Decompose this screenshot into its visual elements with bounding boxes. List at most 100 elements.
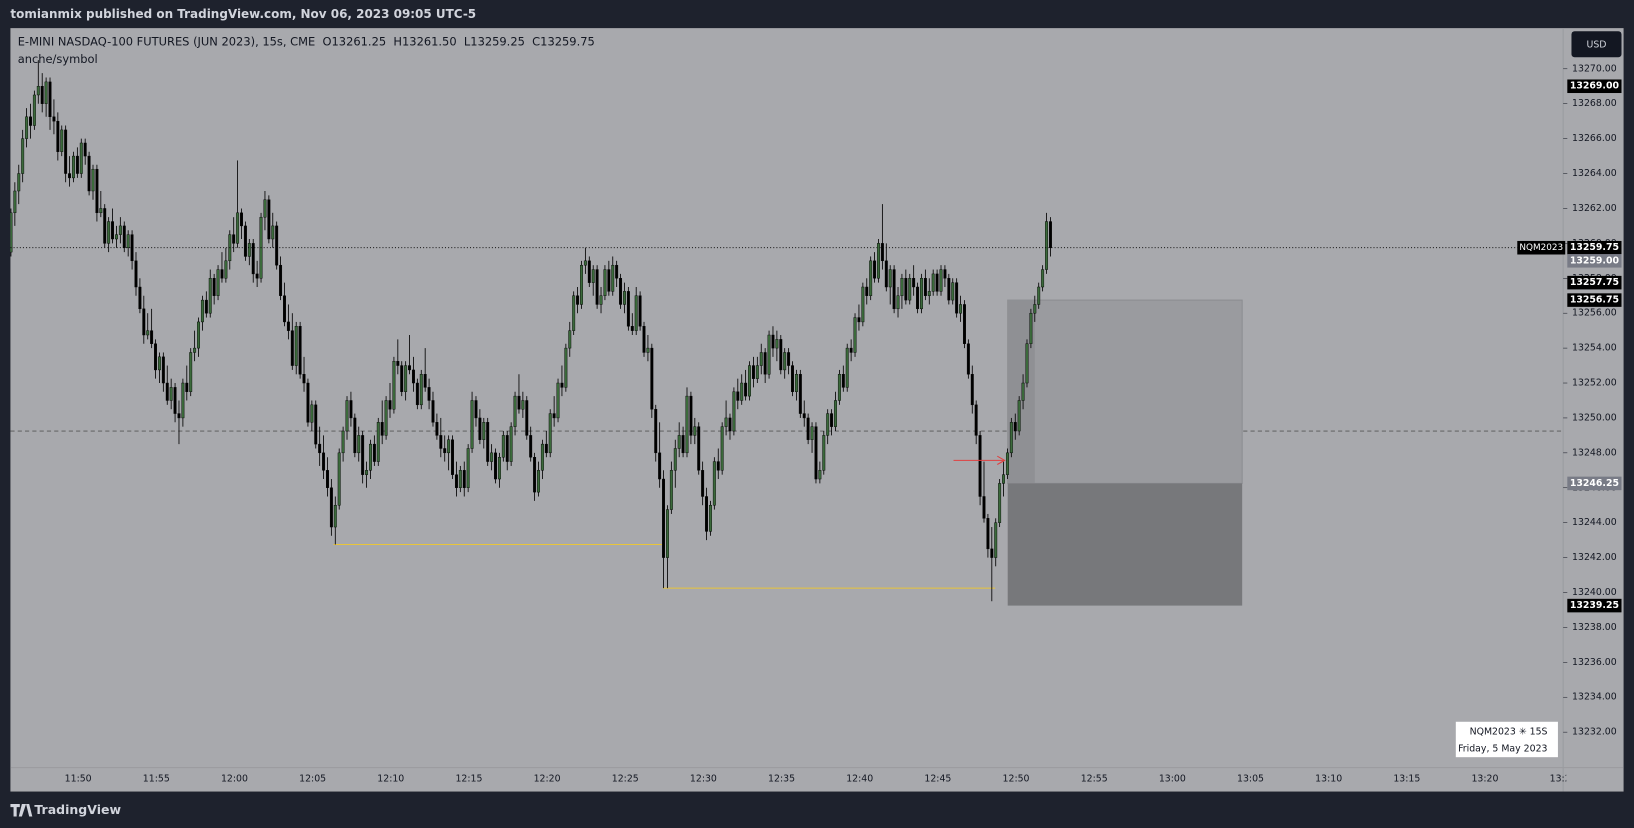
symbol-tag-bg [1517, 240, 1566, 255]
candle-body [220, 269, 224, 279]
x-tick-label: 13:20 [1471, 774, 1498, 785]
candle-body [783, 352, 787, 371]
candle-body [677, 435, 681, 449]
candle-body [865, 286, 869, 296]
x-tick-label: 12:15 [455, 774, 482, 785]
candle-body [650, 347, 654, 410]
candle-body [966, 343, 970, 375]
candle-body [537, 470, 540, 493]
candle-body [994, 522, 998, 558]
candle-body [732, 391, 736, 432]
x-tick-label: 12:25 [612, 774, 639, 785]
candle-body [705, 496, 708, 532]
candle-body [1025, 343, 1029, 384]
candle-body [462, 470, 466, 488]
candle-body [509, 426, 513, 462]
candle-body [755, 365, 759, 379]
candle-body [415, 382, 419, 406]
candle-body [943, 269, 947, 279]
candle-body [326, 470, 329, 488]
candle-body [869, 260, 873, 296]
candle-body [466, 448, 470, 488]
candle-body [490, 452, 494, 462]
candle-body [791, 365, 794, 392]
candle-body [212, 278, 216, 296]
currency-button[interactable] [1571, 31, 1622, 58]
x-tick-label: 12:50 [1003, 774, 1030, 785]
candle-body [286, 321, 290, 331]
candle-body [775, 339, 779, 349]
candle-body [857, 317, 861, 323]
candle-body [56, 120, 60, 152]
candle-body [982, 496, 986, 519]
candle-body [974, 404, 978, 436]
candle-body [904, 278, 908, 301]
candle-body [435, 422, 439, 436]
candle-body [607, 269, 611, 292]
candle-body [494, 452, 497, 480]
candle-body [302, 374, 306, 384]
candle-body [939, 269, 943, 292]
candle-body [21, 138, 25, 174]
candle-body [962, 304, 966, 344]
candle-body [193, 347, 197, 353]
candle-body [1037, 286, 1041, 305]
candle-body [236, 212, 240, 244]
legend-high: H13261.50 [393, 34, 456, 48]
y-tick-label: 13234.00 [1572, 692, 1617, 703]
candle-body [669, 470, 673, 510]
candle-body [978, 435, 982, 497]
candle-body [818, 470, 822, 480]
currency-label[interactable]: USD [1586, 39, 1606, 50]
info-line: Friday, 5 May 2023 [1458, 743, 1547, 754]
x-tick-label: 13:25 [1550, 774, 1577, 785]
candle-body [689, 395, 693, 436]
candle-body [17, 173, 21, 192]
candle-body [349, 400, 353, 419]
x-tick-label: 12:00 [221, 774, 248, 785]
candle-body [294, 326, 298, 366]
candle-body [72, 155, 75, 179]
candle-body [505, 435, 509, 462]
y-tick-label: 13232.00 [1572, 727, 1617, 738]
candle-body [185, 382, 189, 392]
x-tick-label: 11:55 [143, 774, 170, 785]
x-tick-label: 12:55 [1081, 774, 1108, 785]
candle-body [728, 417, 732, 432]
info-box [1455, 721, 1558, 758]
candle-body [1048, 221, 1052, 248]
candle-body [662, 478, 666, 558]
candle-body [751, 365, 755, 379]
candle-body [189, 352, 193, 392]
x-tick-label: 13:05 [1237, 774, 1264, 785]
candle-body [224, 260, 228, 279]
arrow-head [997, 455, 1006, 465]
candle-body [200, 299, 204, 323]
legend-symbol: E-MINI NASDAQ-100 FUTURES (JUN 2023), 15… [18, 34, 316, 48]
candle-body [181, 382, 185, 419]
y-tick-label: 13250.00 [1572, 412, 1617, 423]
candle-body [849, 347, 853, 353]
candle-body [873, 260, 877, 279]
plot-area [10, 60, 1564, 606]
candle-body [1002, 474, 1005, 484]
candle-body [310, 404, 314, 423]
candle-body [197, 321, 200, 349]
legend-low: L13259.25 [464, 34, 525, 48]
candle-body [638, 295, 642, 327]
candle-body [591, 269, 595, 283]
candle-body [99, 208, 103, 214]
candle-body [243, 225, 247, 257]
candle-body [599, 295, 603, 305]
candle-body [1009, 422, 1013, 454]
candle-body [802, 413, 806, 419]
candle-body [138, 286, 142, 310]
candle-body [345, 400, 349, 432]
price-tag-bg [1567, 293, 1622, 307]
price-tag: 13239.25 [1570, 600, 1619, 611]
candle-body [540, 443, 544, 471]
candle-body [114, 234, 118, 240]
candle-body [794, 374, 798, 392]
candle-body [673, 448, 677, 471]
y-tick-label: 13236.00 [1572, 657, 1617, 668]
